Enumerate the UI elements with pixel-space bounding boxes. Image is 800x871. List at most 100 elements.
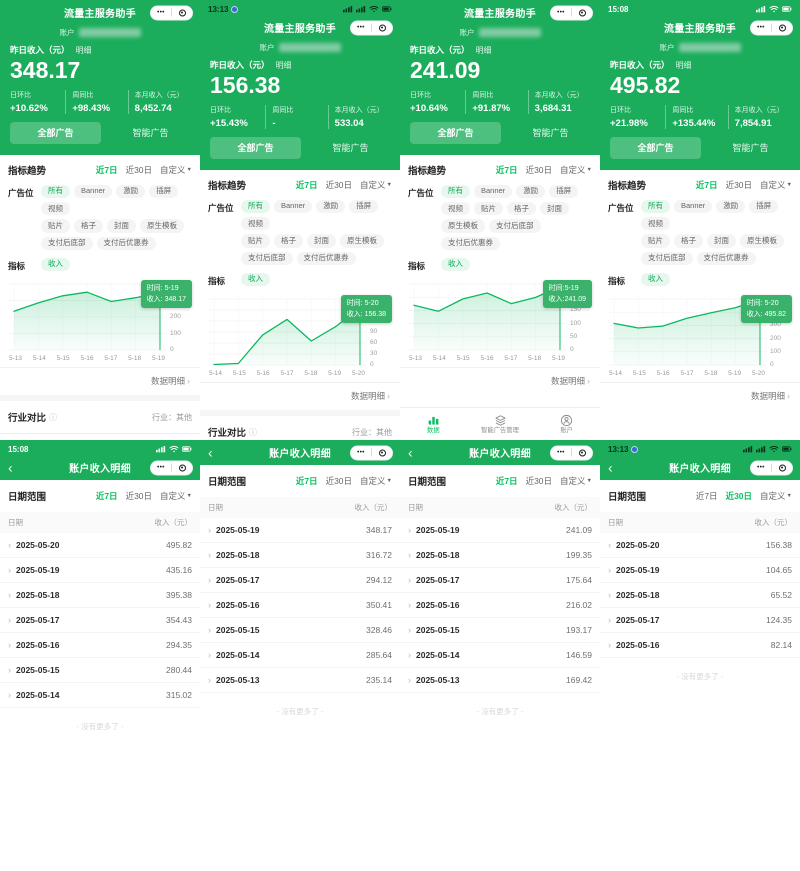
close-button[interactable] <box>172 6 192 19</box>
table-row[interactable]: › 2025-05-14 285.64 <box>200 643 400 668</box>
income-detail-link[interactable]: 明细 <box>275 61 292 70</box>
more-button[interactable]: ••• <box>351 446 371 459</box>
adslot-pill[interactable]: 激励 <box>716 199 746 214</box>
table-row[interactable]: › 2025-05-15 280.44 <box>0 658 200 683</box>
table-row[interactable]: › 2025-05-20 495.82 <box>0 533 200 558</box>
table-row[interactable]: › 2025-05-18 65.52 <box>600 583 800 608</box>
adslot-pill[interactable]: 封面 <box>307 234 336 248</box>
data-detail-link[interactable]: 数据明细 <box>750 391 785 402</box>
table-row[interactable]: › 2025-05-19 104.65 <box>600 558 800 583</box>
more-button[interactable]: ••• <box>551 6 571 19</box>
list-range-7d-tab[interactable]: 近7日 <box>95 491 118 501</box>
list-range-30d-tab[interactable]: 近30日 <box>725 491 753 501</box>
trend-range-30d-tab[interactable]: 近30日 <box>525 164 553 175</box>
adslot-pill[interactable]: Banner <box>274 199 313 214</box>
back-icon[interactable]: ‹ <box>608 459 613 476</box>
back-icon[interactable]: ‹ <box>408 444 413 461</box>
account-row[interactable]: 账户 <box>600 40 800 55</box>
table-row[interactable]: › 2025-05-19 348.17 <box>200 518 400 543</box>
adslot-pill[interactable]: 封面 <box>707 234 736 248</box>
adslot-pill[interactable]: 封面 <box>540 202 569 216</box>
tab-account[interactable]: 账户 <box>533 408 600 440</box>
table-row[interactable]: › 2025-05-18 199.35 <box>400 543 600 568</box>
back-icon[interactable]: ‹ <box>8 459 13 476</box>
mini-program-capsule[interactable]: ••• <box>350 20 393 35</box>
trend-range-custom-tab[interactable]: 自定义 ▼ <box>560 164 592 176</box>
metric-income-pill[interactable]: 收入 <box>441 257 470 272</box>
trend-range-30d-tab[interactable]: 近30日 <box>325 179 353 190</box>
adslot-pill[interactable]: 支付后底部 <box>241 251 293 265</box>
table-row[interactable]: › 2025-05-13 235.14 <box>200 668 400 693</box>
close-button[interactable] <box>572 6 592 19</box>
mini-program-capsule[interactable]: ••• <box>150 5 193 20</box>
trend-range-7d-tab[interactable]: 近7日 <box>95 164 118 175</box>
adslot-pill[interactable]: 贴片 <box>474 202 503 216</box>
table-row[interactable]: › 2025-05-19 241.09 <box>400 518 600 543</box>
close-button[interactable] <box>372 446 392 459</box>
table-row[interactable]: › 2025-05-16 82.14 <box>600 633 800 658</box>
data-detail-link[interactable]: 数据明细 <box>350 391 385 402</box>
more-button[interactable]: ••• <box>551 446 571 459</box>
adslot-pill[interactable]: Banner <box>74 184 113 199</box>
metric-income-pill[interactable]: 收入 <box>41 257 70 272</box>
adslot-pill[interactable]: 支付后优惠券 <box>96 236 156 250</box>
table-row[interactable]: › 2025-05-17 294.12 <box>200 568 400 593</box>
all-ads-button[interactable]: 全部广告 <box>610 136 701 159</box>
adslot-pill[interactable]: 激励 <box>516 184 546 199</box>
adslot-pill[interactable]: 封面 <box>107 219 136 233</box>
adslot-pill[interactable]: 贴片 <box>41 219 70 233</box>
table-row[interactable]: › 2025-05-19 435.16 <box>0 558 200 583</box>
list-range-custom-tab[interactable]: 自定义 ▼ <box>760 490 792 502</box>
mini-program-capsule[interactable]: ••• <box>550 5 593 20</box>
mini-program-capsule[interactable]: ••• <box>750 460 793 475</box>
adslot-pill[interactable]: 原生模板 <box>340 234 384 248</box>
tab-data[interactable]: 数据 <box>400 408 467 440</box>
adslot-pill[interactable]: 原生模板 <box>140 219 184 233</box>
income-detail-link[interactable]: 明细 <box>475 46 492 55</box>
table-row[interactable]: › 2025-05-16 216.02 <box>400 593 600 618</box>
trend-range-30d-tab[interactable]: 近30日 <box>725 179 753 190</box>
adslot-pill[interactable]: 支付后底部 <box>41 236 93 250</box>
adslot-pill[interactable]: 视频 <box>41 202 70 216</box>
adslot-pill[interactable]: 支付后底部 <box>489 219 541 233</box>
smart-ads-button[interactable]: 智能广告 <box>332 143 369 154</box>
more-button[interactable]: ••• <box>151 461 171 474</box>
close-button[interactable] <box>772 461 792 474</box>
data-detail-row[interactable]: 数据明细 › <box>400 367 600 395</box>
adslot-pill[interactable]: 格子 <box>274 234 303 248</box>
adslot-pill[interactable]: Banner <box>674 199 713 214</box>
adslot-pill[interactable]: 格子 <box>74 219 103 233</box>
adslot-pill[interactable]: 插屏 <box>349 199 379 214</box>
income-detail-link[interactable]: 明细 <box>675 61 692 70</box>
account-row[interactable]: 账户 <box>0 25 200 40</box>
list-range-custom-tab[interactable]: 自定义 ▼ <box>160 490 192 502</box>
trend-range-custom-tab[interactable]: 自定义 ▼ <box>760 179 792 191</box>
all-ads-button[interactable]: 全部广告 <box>410 121 501 144</box>
adslot-pill[interactable]: 激励 <box>116 184 146 199</box>
table-row[interactable]: › 2025-05-13 169.42 <box>400 668 600 693</box>
income-detail-link[interactable]: 明细 <box>75 46 92 55</box>
adslot-pill[interactable]: 视频 <box>241 217 270 231</box>
list-range-30d-tab[interactable]: 近30日 <box>525 476 553 486</box>
adslot-pill[interactable]: 支付后底部 <box>641 251 693 265</box>
list-range-7d-tab[interactable]: 近7日 <box>495 476 518 486</box>
adslot-pill[interactable]: 视频 <box>441 202 470 216</box>
adslot-pill[interactable]: 格子 <box>507 202 536 216</box>
adslot-pill[interactable]: 原生模板 <box>441 219 485 233</box>
mini-program-capsule[interactable]: ••• <box>750 20 793 35</box>
table-row[interactable]: › 2025-05-15 193.17 <box>400 618 600 643</box>
trend-range-30d-tab[interactable]: 近30日 <box>125 164 153 175</box>
smart-ads-button[interactable]: 智能广告 <box>132 128 169 139</box>
table-row[interactable]: › 2025-05-20 156.38 <box>600 533 800 558</box>
table-row[interactable]: › 2025-05-18 316.72 <box>200 543 400 568</box>
close-button[interactable] <box>772 21 792 34</box>
close-button[interactable] <box>172 461 192 474</box>
close-button[interactable] <box>372 21 392 34</box>
account-row[interactable]: 账户 <box>200 40 400 55</box>
adslot-pill[interactable]: 支付后优惠券 <box>296 251 356 265</box>
table-row[interactable]: › 2025-05-14 315.02 <box>0 683 200 708</box>
table-row[interactable]: › 2025-05-17 354.43 <box>0 608 200 633</box>
adslot-pill[interactable]: 支付后优惠券 <box>441 236 500 250</box>
info-icon[interactable]: ⓘ <box>49 412 58 422</box>
mini-program-capsule[interactable]: ••• <box>150 460 193 475</box>
